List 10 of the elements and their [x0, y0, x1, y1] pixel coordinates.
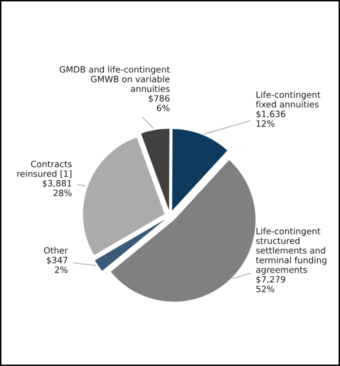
data-label: $7,279 52% [256, 276, 286, 292]
slice-label: Life-contingent structured settlements and terminal funding agreements [256, 228, 326, 275]
slice-label: GMDB and life-contingent GMWB on variable annuities [60, 66, 170, 92]
data-label: $3,881 28% [42, 180, 72, 196]
slice-label: Other [44, 247, 68, 254]
data-label: $786 6% [148, 94, 170, 112]
slice-label: Contracts reinsured [1] [17, 160, 72, 178]
data-label: $347 2% [46, 256, 68, 273]
data-label: $1,636 12% [256, 110, 286, 127]
slice-label: Life-contingent fixed annuities [256, 91, 320, 108]
